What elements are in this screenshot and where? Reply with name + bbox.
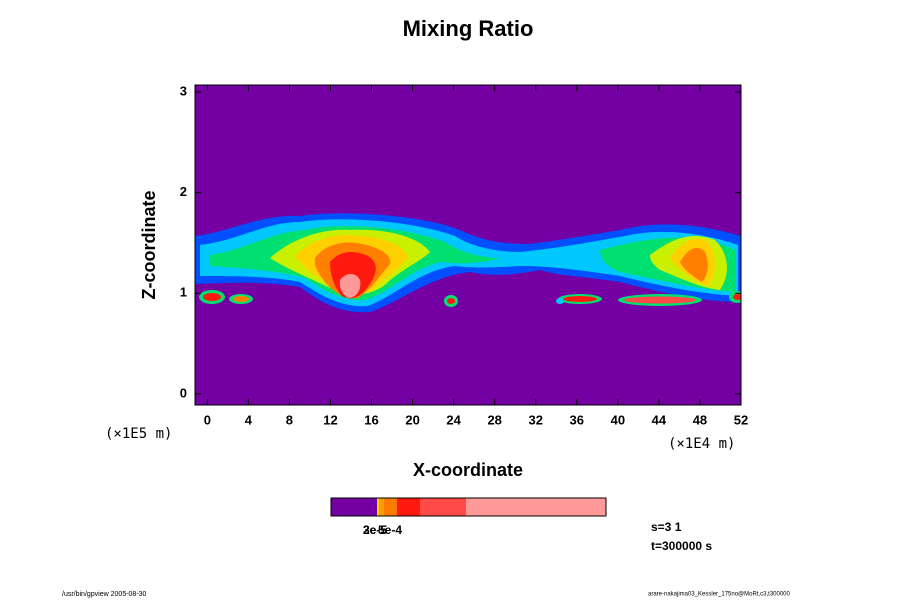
x-tick-label: 0 (204, 412, 211, 427)
colorbar-segment (397, 498, 420, 516)
colorbar-frame (330, 497, 607, 517)
y-tick-label: 1 (180, 285, 187, 300)
x-tick-label: 32 (529, 412, 543, 427)
x-tick-label: 12 (323, 412, 337, 427)
x-tick-label: 52 (734, 412, 748, 427)
colorbar-segment (331, 498, 377, 516)
x-tick-label: 28 (487, 412, 501, 427)
y-axis-label: Z-coordinate (139, 190, 159, 299)
contour-field (195, 85, 741, 405)
x-tick-label: 16 (364, 412, 378, 427)
colorbar-segment (379, 498, 384, 516)
colorbar-segment (384, 498, 397, 516)
x-tick-label: 48 (693, 412, 707, 427)
colorbar-label: 3e-5 (363, 523, 387, 537)
colorbar-segment (466, 498, 606, 516)
x-tick-label: 4 (245, 412, 253, 427)
small-cells (199, 290, 741, 307)
plot-frame (194, 84, 742, 406)
footer-left: /usr/bin/gpview 2005-08-30 (62, 591, 147, 598)
x-tick-label: 36 (570, 412, 584, 427)
y-tick-label: 2 (180, 184, 187, 199)
annotation: t=300000 s (651, 539, 712, 553)
colorbar: 2e-53e-55e-4 (330, 497, 607, 537)
y-scale-label: (×1E5 m) (105, 426, 172, 442)
colorbar-segment (377, 498, 379, 516)
colorbar-segment (420, 498, 466, 516)
y-tick-label: 3 (180, 83, 187, 98)
x-tick-label: 24 (446, 412, 461, 427)
field-layer (339, 274, 361, 298)
field-layer (295, 234, 715, 295)
x-tick-label: 8 (286, 412, 293, 427)
colorbar-label: 5e-4 (378, 523, 402, 537)
y-tick-label: 0 (180, 385, 187, 400)
x-tick-label: 20 (405, 412, 419, 427)
x-scale-label: (×1E4 m) (668, 436, 735, 452)
x-axis-label: X-coordinate (413, 460, 523, 480)
x-tick-label: 44 (652, 412, 667, 427)
chart-title: Mixing Ratio (403, 16, 534, 41)
colorbar-label: 2e-5 (363, 523, 387, 537)
footer-right: arare-nakajima03_Kessler_175no@MoRt,c3,t… (648, 592, 791, 598)
x-tick-label: 40 (611, 412, 625, 427)
annotation: s=3 1 (651, 520, 682, 534)
